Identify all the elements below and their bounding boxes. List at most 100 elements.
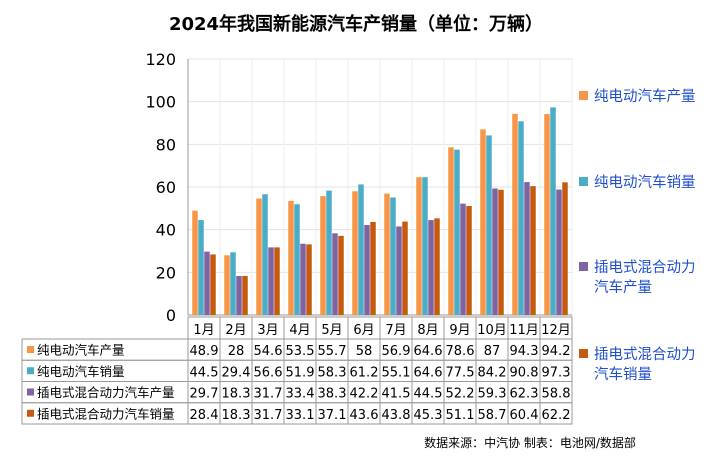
bar (486, 135, 492, 315)
bar (326, 190, 332, 315)
table-cell: 62.2 (542, 408, 571, 423)
legend-key (579, 91, 588, 100)
bar (512, 113, 518, 316)
bar (210, 254, 216, 315)
bar (204, 251, 210, 315)
table-cell: 55.1 (382, 365, 411, 380)
bar (224, 255, 230, 315)
table-cell: 61.2 (350, 365, 379, 380)
table-cell: 58.7 (478, 408, 507, 423)
bar (480, 129, 486, 315)
bar (518, 121, 524, 315)
table-cell: 44.5 (190, 365, 219, 380)
bar (434, 218, 440, 315)
table-cell: 43.8 (382, 408, 411, 423)
x-tick-label: 12月 (541, 323, 571, 338)
bar (268, 247, 274, 315)
table-cell: 87 (484, 344, 501, 359)
bar (274, 247, 280, 315)
table-cell: 51.1 (446, 408, 475, 423)
x-tick-label: 6月 (353, 323, 374, 338)
bar (402, 221, 408, 315)
bar (544, 114, 550, 315)
y-tick-label: 120 (145, 50, 176, 69)
bar (352, 191, 358, 315)
x-tick-label: 11月 (509, 323, 539, 338)
legend-label: 插电式混合动力 (594, 346, 696, 363)
table-row-label: 纯电动汽车产量 (37, 343, 125, 358)
x-tick-label: 5月 (321, 323, 342, 338)
bar (460, 203, 466, 315)
bar (454, 149, 460, 315)
table-cell: 41.5 (382, 387, 411, 402)
bar (192, 210, 198, 315)
table-cell: 28.4 (190, 408, 219, 423)
bars (192, 107, 568, 316)
chart-title: 2024年我国新能源汽车产销量（单位：万辆） (169, 13, 543, 35)
x-tick-label: 1月 (193, 323, 214, 338)
table-cell: 53.5 (286, 344, 315, 359)
bar (396, 226, 402, 315)
x-tick-label: 8月 (417, 323, 438, 338)
table-row-border (21, 402, 573, 425)
table-cell: 31.7 (254, 408, 283, 423)
table-legend-key (27, 409, 34, 417)
table-cell: 62.3 (510, 387, 539, 402)
bar (320, 196, 326, 315)
table-cell: 64.6 (414, 344, 443, 359)
table-cell: 58.8 (542, 387, 571, 402)
table-cell: 54.6 (254, 344, 283, 359)
x-tick-label: 10月 (477, 323, 507, 338)
bar (562, 182, 568, 315)
table-legend-key (27, 346, 34, 353)
bar (390, 197, 396, 315)
table-legend-key (27, 367, 34, 375)
bar (288, 200, 294, 315)
bar (416, 177, 422, 315)
table-cell: 58 (356, 344, 373, 359)
table-cell: 29.4 (222, 365, 251, 380)
bar (294, 204, 300, 315)
table-cell: 78.6 (446, 344, 475, 359)
table-cell: 33.4 (286, 387, 315, 402)
y-tick-label: 60 (156, 178, 176, 197)
table-cell: 45.3 (414, 408, 443, 423)
bar (338, 235, 344, 315)
y-tick-label: 20 (156, 263, 176, 282)
x-tick-label: 2月 (225, 323, 246, 338)
table-row-label: 插电式混合动力汽车产量 (37, 385, 175, 400)
table-cell: 42.2 (350, 387, 379, 402)
table-cell: 84.2 (478, 365, 507, 380)
bar (466, 205, 472, 315)
bar (492, 188, 498, 315)
footer-source: 数据来源：中汽协 制表：电池网/数据部 (424, 435, 636, 450)
table-cell: 29.7 (190, 387, 219, 402)
table-cell: 55.7 (318, 344, 347, 359)
table-row-label: 插电式混合动力汽车销量 (37, 406, 175, 421)
table-cell: 77.5 (446, 365, 475, 380)
table-cell: 38.3 (318, 387, 347, 402)
table-cell: 58.3 (318, 365, 347, 380)
bar (422, 177, 428, 315)
table-cell: 52.2 (446, 387, 475, 402)
legend-label: 插电式混合动力 (594, 259, 696, 276)
table-cell: 94.2 (542, 344, 571, 359)
bar (556, 189, 562, 315)
table-cell: 48.9 (190, 344, 219, 359)
table-cell: 43.6 (350, 408, 379, 423)
bar (230, 252, 236, 315)
x-tick-label: 3月 (257, 323, 278, 338)
bar (524, 182, 530, 315)
bar (358, 184, 364, 315)
table-cell: 64.6 (414, 365, 443, 380)
bar (448, 147, 454, 315)
table-cell: 31.7 (254, 387, 283, 402)
y-tick-label: 100 (145, 93, 176, 112)
legend-label: 汽车产量 (594, 279, 652, 296)
table-legend-key (27, 388, 34, 396)
table-cell: 56.9 (382, 344, 411, 359)
